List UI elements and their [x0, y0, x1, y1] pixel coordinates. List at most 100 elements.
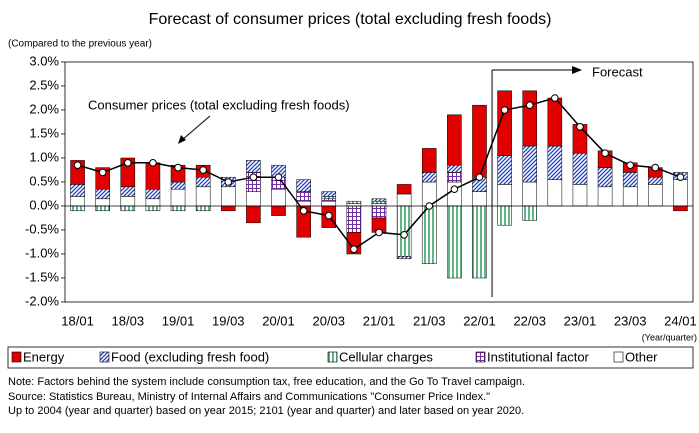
bar-segment — [321, 196, 337, 200]
bar-segment — [145, 205, 161, 212]
bar-segment — [346, 205, 362, 233]
x-tick-label: 22/03 — [513, 313, 546, 328]
line-point — [174, 163, 182, 172]
x-tick-label: 18/03 — [112, 313, 145, 328]
bar-segment — [271, 188, 286, 207]
bar-segment — [70, 196, 85, 207]
bar-segment — [547, 145, 563, 180]
legend-label: Cellular charges — [339, 349, 433, 364]
bar-segment — [120, 205, 136, 212]
bar-segment — [522, 205, 538, 221]
bar-segment — [246, 191, 261, 207]
legend-swatch — [327, 351, 338, 363]
bar-segment — [371, 205, 387, 219]
line-point — [299, 207, 308, 215]
bar-segment — [145, 198, 161, 207]
bar-segment — [497, 184, 512, 207]
y-axis-label: (Compared to the previous year) — [8, 39, 152, 50]
y-tick-label: 0.5% — [29, 173, 59, 188]
legend-label: Energy — [23, 349, 65, 364]
bar-segment — [572, 184, 588, 207]
x-tick-label: 20/03 — [312, 313, 345, 328]
bar-segment — [447, 172, 462, 183]
bar-segment — [421, 205, 437, 264]
line-point — [576, 123, 584, 131]
bar-segment — [120, 196, 136, 207]
bar-segment — [597, 186, 613, 207]
bar-segment — [396, 184, 412, 195]
y-tick-label: -1.0% — [25, 245, 59, 260]
bar-segment — [120, 186, 136, 197]
x-tick-label: 22/01 — [463, 313, 496, 328]
forecast-label: Forecast — [592, 64, 643, 79]
bar-segment — [421, 172, 437, 183]
line-point — [350, 245, 358, 253]
bar-segment — [547, 97, 563, 147]
line-annotation: Consumer prices (total excluding fresh f… — [88, 97, 350, 112]
chart-title: Forecast of consumer prices (total exclu… — [149, 11, 552, 28]
bar-segment — [572, 152, 588, 185]
line-point — [475, 173, 484, 181]
bar-segment — [296, 191, 311, 202]
bar-segment — [220, 186, 236, 207]
legend-swatch — [99, 351, 110, 363]
bar-segment — [522, 181, 538, 207]
y-tick-label: -0.5% — [25, 221, 59, 236]
bar-segment — [271, 205, 286, 216]
y-tick-label: 3.0% — [29, 53, 59, 68]
bar-segment — [346, 200, 362, 204]
bar-segment — [622, 186, 638, 207]
bar-segment — [95, 188, 110, 200]
line-point — [676, 173, 685, 181]
bar-segment — [195, 186, 211, 207]
bar-segment — [170, 181, 186, 190]
annotation-arrow — [181, 115, 211, 141]
line-point — [375, 228, 383, 237]
note: Up to 2004 (year and quarter) based on y… — [8, 405, 524, 417]
line-point — [626, 161, 635, 169]
line-point — [98, 168, 107, 177]
note: Source: Statistics Bureau, Ministry of I… — [8, 391, 490, 403]
x-tick-label: 19/01 — [162, 313, 195, 328]
bar-segment — [447, 114, 462, 166]
bar-segment — [170, 205, 186, 212]
legend-swatch — [475, 351, 486, 363]
x-tick-label: 19/03 — [212, 313, 245, 328]
bar-segment — [497, 205, 512, 226]
x-tick-label: 20/01 — [262, 313, 295, 328]
bar-segment — [472, 191, 487, 207]
y-tick-label: 0.0% — [29, 197, 59, 212]
forecast-arrowhead — [572, 66, 582, 74]
y-tick-label: 2.5% — [29, 77, 59, 92]
note: Note: Factors behind the system include … — [8, 376, 525, 388]
bar-segment — [472, 104, 487, 178]
bar-segment — [673, 205, 688, 212]
x-tick-label: 18/01 — [61, 313, 94, 328]
bar-segment — [421, 148, 437, 173]
line-point — [525, 101, 534, 109]
bar-segment — [648, 176, 663, 185]
y-tick-label: 2.0% — [29, 101, 59, 116]
bar-segment — [296, 179, 311, 192]
x-tick-label: 24/01 — [664, 313, 697, 328]
bar-segment — [321, 200, 337, 207]
line-point — [651, 163, 660, 172]
x-tick-label: 23/01 — [564, 313, 597, 328]
line-point — [249, 173, 258, 181]
legend-label: Other — [625, 349, 658, 364]
bar-segment — [648, 184, 663, 207]
bar-segment — [120, 157, 136, 188]
line-point — [124, 159, 132, 167]
bar-segment — [497, 155, 512, 185]
bar-segment — [70, 184, 85, 197]
y-tick-label: 1.0% — [29, 149, 59, 164]
bar-segment — [246, 160, 261, 173]
legend-label: Institutional factor — [487, 349, 590, 364]
bar-segment — [246, 205, 261, 224]
line-point — [274, 173, 283, 181]
bar-segment — [170, 188, 186, 207]
bar-segment — [547, 179, 563, 207]
legend-swatch — [11, 351, 22, 363]
bar-segment — [220, 205, 236, 212]
